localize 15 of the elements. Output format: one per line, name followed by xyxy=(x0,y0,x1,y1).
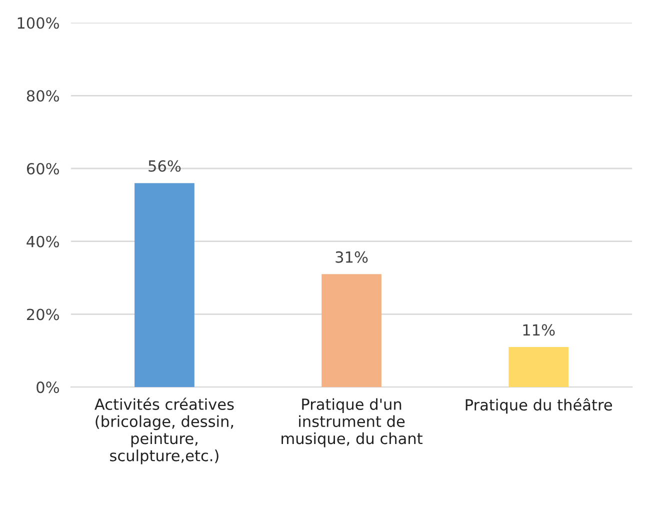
x-tick-label: Pratique du théâtre xyxy=(466,398,612,414)
y-tick-label: 60% xyxy=(26,162,59,175)
y-tick-label: 20% xyxy=(27,308,59,320)
bar xyxy=(134,183,194,388)
y-tick-label: 40% xyxy=(26,236,59,248)
x-tick-label: Pratique d'un instrument de musique, du chant xyxy=(282,398,422,448)
bar xyxy=(322,274,382,388)
data-label: 31% xyxy=(336,251,368,263)
y-tick-label: 80% xyxy=(26,90,59,102)
x-tick-label: Activités créatives (bricolage, dessin, peinture, sculpture,etc.) xyxy=(94,398,234,464)
y-tick-label: 100% xyxy=(18,17,59,29)
y-tick-label: 0% xyxy=(36,382,59,394)
bar xyxy=(508,347,569,388)
data-label: 56% xyxy=(148,160,181,172)
data-label: 11% xyxy=(523,324,555,336)
